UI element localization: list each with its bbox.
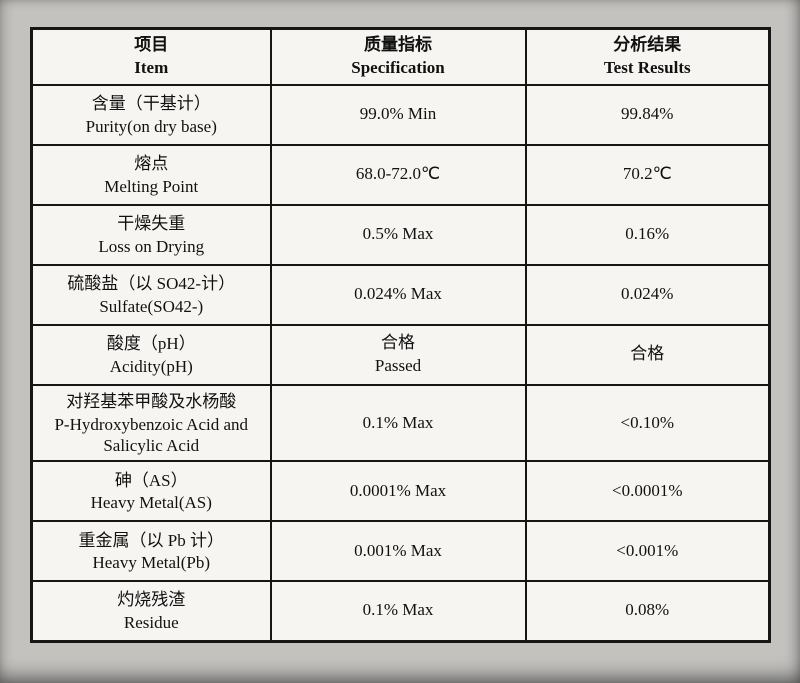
result-cell: 70.2℃ [524, 143, 771, 206]
item-cell: 灼烧残渣 Residue [30, 580, 272, 643]
table-header-row: 项目 Item 质量指标 Specification 分析结果 Test Res… [30, 27, 771, 86]
result-value: 99.84% [621, 104, 674, 124]
item-cell: 酸度（pH） Acidity(pH) [30, 323, 272, 386]
spec-cell: 0.0001% Max [269, 460, 527, 523]
table-row-residue: 灼烧残渣 Residue 0.1% Max 0.08% [30, 580, 771, 643]
item-name-en: Sulfate(SO42-) [99, 297, 204, 317]
result-value: 合格 [630, 344, 665, 364]
item-name-en: Acidity(pH) [109, 357, 193, 377]
spec-cell: 0.1% Max [269, 383, 527, 463]
table-row-melting-point: 熔点 Melting Point 68.0-72.0℃ 70.2℃ [30, 143, 771, 206]
result-cell: 0.16% [524, 203, 771, 266]
result-cell: 0.024% [524, 263, 771, 326]
result-cell: <0.0001% [524, 460, 771, 523]
result-value: <0.001% [616, 540, 679, 560]
certificate-of-analysis-table: 项目 Item 质量指标 Specification 分析结果 Test Res… [30, 27, 771, 643]
item-name-zh: 重金属（以 Pb 计） [78, 530, 224, 550]
header-item-en: Item [134, 57, 169, 77]
result-value: <0.10% [620, 412, 675, 432]
spec-value: 0.024% Max [354, 284, 442, 304]
table-row-sulfate: 硫酸盐（以 SO42-计） Sulfate(SO42-) 0.024% Max … [30, 263, 771, 326]
spec-cell: 0.001% Max [269, 520, 527, 583]
spec-value: 99.0% Min [359, 104, 437, 124]
header-item: 项目 Item [30, 27, 272, 86]
item-cell: 砷（AS） Heavy Metal(AS) [30, 460, 272, 523]
spec-cell: 0.024% Max [269, 263, 527, 326]
item-name-en: Purity(on dry base) [85, 117, 217, 137]
item-cell: 含量（干基计） Purity(on dry base) [30, 83, 272, 146]
spec-value: 0.1% Max [362, 600, 434, 620]
item-name-zh: 硫酸盐（以 SO42-计） [67, 274, 236, 294]
spec-cell: 99.0% Min [269, 83, 527, 146]
spec-value: 0.001% Max [354, 540, 442, 560]
table-row-loss-on-drying: 干燥失重 Loss on Drying 0.5% Max 0.16% [30, 203, 771, 266]
item-name-en: Heavy Metal(AS) [90, 493, 212, 513]
result-value: 0.08% [625, 600, 670, 620]
item-name-zh: 砷（AS） [114, 470, 188, 490]
item-name-en: Residue [123, 613, 179, 633]
item-name-en: Heavy Metal(Pb) [92, 553, 211, 573]
header-specification-en: Specification [351, 57, 445, 77]
spec-value-line2: Passed [374, 355, 422, 375]
item-name-zh: 含量（干基计） [91, 94, 211, 114]
item-cell: 硫酸盐（以 SO42-计） Sulfate(SO42-) [30, 263, 272, 326]
result-value: 70.2℃ [622, 164, 672, 184]
table-row-hydroxybenzoic: 对羟基苯甲酸及水杨酸 P-Hydroxybenzoic Acid and Sal… [30, 383, 771, 463]
item-name-en: Melting Point [104, 177, 199, 197]
result-value: 0.16% [625, 224, 670, 244]
item-cell: 干燥失重 Loss on Drying [30, 203, 272, 266]
item-name-zh: 熔点 [134, 154, 169, 174]
spec-value: 0.0001% Max [349, 480, 447, 500]
result-cell: 0.08% [524, 580, 771, 643]
table-row-purity: 含量（干基计） Purity(on dry base) 99.0% Min 99… [30, 83, 771, 146]
result-cell: 合格 [524, 323, 771, 386]
header-specification: 质量指标 Specification [269, 27, 527, 86]
item-name-en: Loss on Drying [98, 237, 205, 257]
spec-cell: 合格 Passed [269, 323, 527, 386]
header-test-results-en: Test Results [603, 57, 691, 77]
spec-cell: 0.5% Max [269, 203, 527, 266]
spec-value: 68.0-72.0℃ [355, 164, 441, 184]
header-specification-zh: 质量指标 [364, 35, 432, 54]
spec-value: 0.1% Max [362, 412, 434, 432]
spec-value: 0.5% Max [362, 224, 434, 244]
header-item-zh: 项目 [134, 35, 169, 54]
header-test-results: 分析结果 Test Results [524, 27, 771, 86]
spec-cell: 0.1% Max [269, 580, 527, 643]
spec-value: 合格 [381, 332, 415, 352]
result-cell: <0.001% [524, 520, 771, 583]
item-name-zh: 对羟基苯甲酸及水杨酸 [66, 391, 237, 411]
item-name-zh: 酸度（pH） [106, 334, 196, 354]
item-cell: 熔点 Melting Point [30, 143, 272, 206]
item-name-zh: 干燥失重 [117, 214, 186, 234]
item-cell: 重金属（以 Pb 计） Heavy Metal(Pb) [30, 520, 272, 583]
result-cell: <0.10% [524, 383, 771, 463]
table-row-arsenic: 砷（AS） Heavy Metal(AS) 0.0001% Max <0.000… [30, 460, 771, 523]
result-value: 0.024% [621, 284, 674, 304]
item-cell: 对羟基苯甲酸及水杨酸 P-Hydroxybenzoic Acid and Sal… [30, 383, 272, 463]
item-name-en: P-Hydroxybenzoic Acid and Salicylic Acid [54, 414, 249, 455]
table-row-heavy-metal-pb: 重金属（以 Pb 计） Heavy Metal(Pb) 0.001% Max <… [30, 520, 771, 583]
result-cell: 99.84% [524, 83, 771, 146]
header-test-results-zh: 分析结果 [613, 35, 682, 54]
result-value: <0.0001% [612, 480, 683, 500]
table-row-acidity: 酸度（pH） Acidity(pH) 合格 Passed 合格 [30, 323, 771, 386]
item-name-zh: 灼烧残渣 [117, 590, 186, 610]
spec-cell: 68.0-72.0℃ [269, 143, 527, 206]
